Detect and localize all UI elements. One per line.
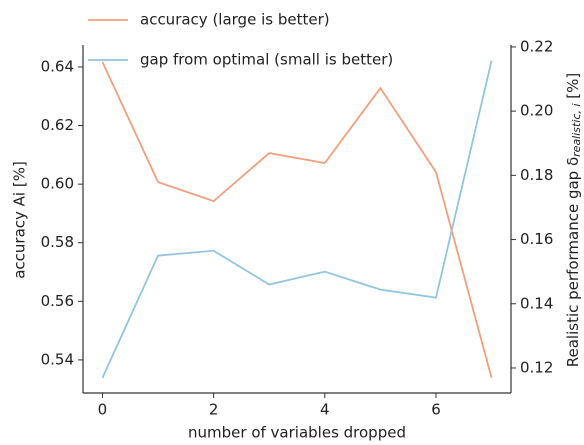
y-tick-label: 0.54 <box>41 350 74 368</box>
y-tick-label: 0.56 <box>41 292 74 310</box>
y2-tick-label: 0.22 <box>520 37 553 55</box>
x-tick-label: 0 <box>98 401 108 419</box>
legend-label: gap from optimal (small is better) <box>140 51 393 69</box>
x-axis-label: number of variables dropped <box>188 424 406 442</box>
y2-label-part: [%] <box>564 73 582 104</box>
y2-tick-label: 0.12 <box>520 358 553 376</box>
x-tick-label: 2 <box>209 401 219 419</box>
x-tick-label: 4 <box>320 401 330 419</box>
y2-tick-label: 0.14 <box>520 294 553 312</box>
y-tick-label: 0.58 <box>41 233 74 251</box>
y-tick-label: 0.64 <box>41 57 74 75</box>
series-line <box>101 60 493 379</box>
x-tick-label: 6 <box>431 401 441 419</box>
y2-axis-label: Realistic performance gap δrealistic, i … <box>564 73 584 367</box>
y2-tick-label: 0.20 <box>520 102 553 120</box>
y-tick-label: 0.62 <box>41 116 74 134</box>
y2-label-subscript: realistic, i <box>570 103 583 156</box>
legend-label: accuracy (large is better) <box>140 11 330 29</box>
y2-label-part: Realistic performance gap δ <box>564 157 582 367</box>
y-axis-label: accuracy Ai [%] <box>11 161 29 279</box>
y-tick-label: 0.60 <box>41 175 74 193</box>
y2-tick-label: 0.16 <box>520 230 553 248</box>
y2-tick-label: 0.18 <box>520 166 553 184</box>
series-line <box>101 61 493 379</box>
